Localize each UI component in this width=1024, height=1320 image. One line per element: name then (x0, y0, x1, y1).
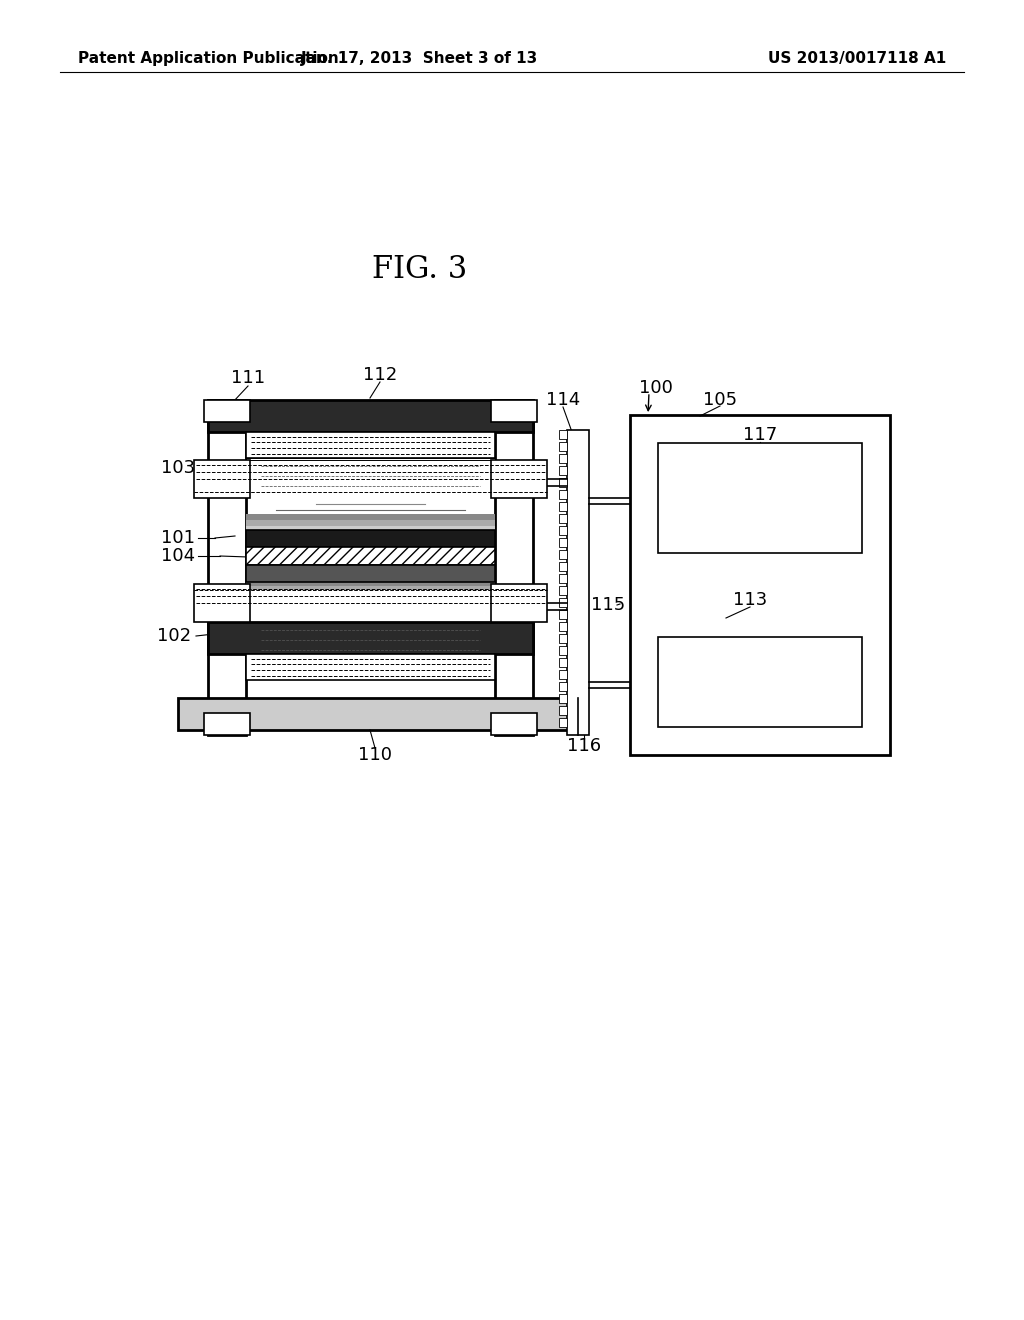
Text: 102: 102 (157, 627, 191, 645)
Bar (559, 454, 567, 463)
Bar (208, 400, 534, 432)
Bar (567, 430, 589, 735)
Bar (559, 562, 567, 572)
Bar (559, 598, 567, 607)
Bar (658, 444, 862, 553)
Bar (630, 414, 890, 755)
Bar (559, 466, 567, 475)
Text: 116: 116 (567, 737, 601, 755)
Bar (246, 520, 495, 525)
Bar (559, 706, 567, 715)
Bar (559, 490, 567, 499)
Bar (559, 525, 567, 535)
Bar (246, 565, 495, 582)
Bar (559, 694, 567, 704)
Bar (246, 458, 495, 459)
Text: 101: 101 (161, 529, 195, 546)
Text: 111: 111 (231, 370, 265, 387)
Bar (559, 574, 567, 583)
Bar (559, 550, 567, 558)
Bar (658, 638, 862, 727)
Text: 113: 113 (733, 591, 767, 609)
Text: 112: 112 (362, 366, 397, 384)
Bar (208, 622, 534, 653)
Bar (246, 513, 495, 520)
Bar (559, 622, 567, 631)
Text: Jan. 17, 2013  Sheet 3 of 13: Jan. 17, 2013 Sheet 3 of 13 (301, 50, 539, 66)
Bar (559, 539, 567, 546)
Bar (246, 653, 495, 680)
Bar (204, 713, 250, 735)
Bar (559, 502, 567, 511)
Bar (246, 582, 495, 586)
Text: 104: 104 (161, 546, 195, 565)
Text: 103: 103 (161, 459, 195, 477)
Bar (208, 400, 246, 735)
Bar (490, 583, 547, 622)
Bar (178, 698, 568, 730)
Bar (204, 400, 250, 422)
Bar (559, 657, 567, 667)
Bar (194, 459, 250, 498)
Text: Patent Application Publication: Patent Application Publication (78, 50, 339, 66)
Bar (246, 525, 495, 531)
Bar (246, 531, 495, 546)
Bar (246, 586, 495, 590)
Bar (559, 645, 567, 655)
Bar (495, 400, 534, 735)
Text: 114: 114 (546, 391, 581, 409)
Text: FIG. 3: FIG. 3 (373, 255, 468, 285)
Bar (559, 634, 567, 643)
Text: 105: 105 (702, 391, 737, 409)
Bar (559, 682, 567, 690)
Bar (559, 513, 567, 523)
Bar (559, 671, 567, 678)
Bar (559, 442, 567, 451)
Bar (559, 430, 567, 440)
Text: 100: 100 (639, 379, 673, 397)
Text: 117: 117 (742, 426, 777, 444)
Bar (490, 713, 537, 735)
Bar (490, 400, 537, 422)
Text: US 2013/0017118 A1: US 2013/0017118 A1 (768, 50, 946, 66)
Bar (194, 583, 250, 622)
Bar (246, 546, 495, 565)
Text: 110: 110 (358, 746, 392, 764)
Bar (559, 610, 567, 619)
Bar (559, 478, 567, 487)
Bar (246, 432, 495, 458)
Bar (559, 586, 567, 595)
Text: 115: 115 (591, 597, 625, 614)
Bar (559, 718, 567, 727)
Bar (490, 459, 547, 498)
